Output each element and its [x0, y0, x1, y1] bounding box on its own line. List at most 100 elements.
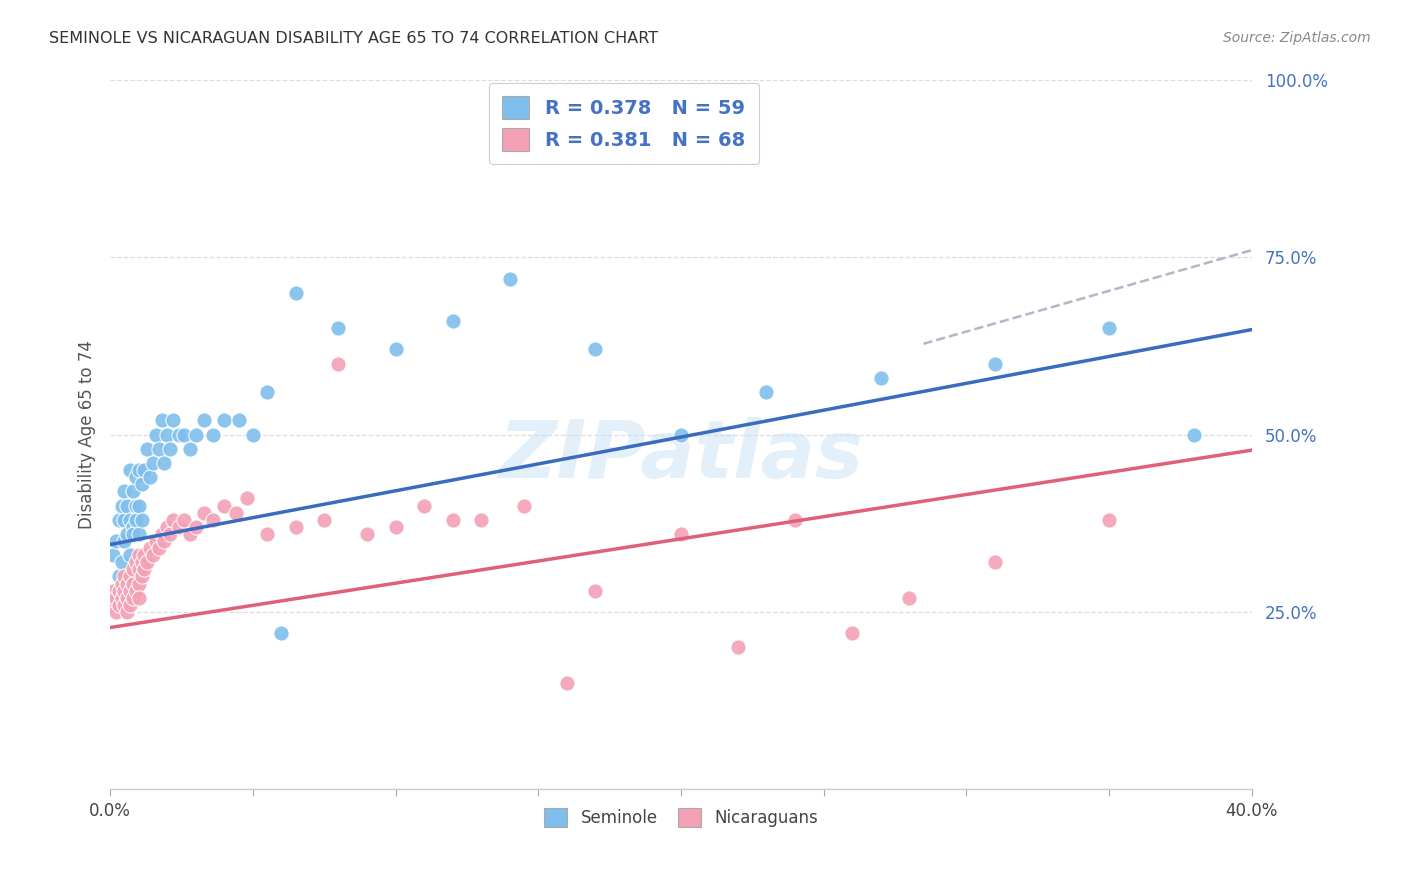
Point — [162, 413, 184, 427]
Point — [112, 598, 135, 612]
Point — [214, 499, 236, 513]
Text: ZIPatlas: ZIPatlas — [498, 417, 863, 495]
Point — [107, 583, 129, 598]
Point — [101, 598, 124, 612]
Point — [270, 626, 292, 640]
Point — [179, 442, 201, 456]
Point — [150, 527, 173, 541]
Point — [583, 583, 606, 598]
Point — [328, 321, 350, 335]
Point — [117, 499, 139, 513]
Point — [314, 513, 336, 527]
Point — [142, 548, 165, 562]
Point — [125, 555, 148, 569]
Point — [134, 562, 156, 576]
Point — [228, 413, 250, 427]
Point — [128, 576, 150, 591]
Point — [242, 427, 264, 442]
Point — [173, 427, 195, 442]
Point — [110, 591, 132, 605]
Point — [145, 427, 167, 442]
Point — [112, 484, 135, 499]
Point — [1184, 427, 1206, 442]
Point — [162, 513, 184, 527]
Point — [1098, 513, 1121, 527]
Point — [225, 506, 247, 520]
Point — [117, 605, 139, 619]
Point — [201, 513, 224, 527]
Point — [356, 527, 378, 541]
Point — [236, 491, 259, 506]
Point — [145, 533, 167, 548]
Point — [101, 583, 124, 598]
Point — [107, 598, 129, 612]
Point — [284, 520, 307, 534]
Point — [131, 555, 153, 569]
Point — [284, 285, 307, 300]
Point — [134, 463, 156, 477]
Point — [122, 520, 145, 534]
Point — [117, 576, 139, 591]
Point — [136, 442, 159, 456]
Point — [441, 513, 464, 527]
Point — [159, 527, 181, 541]
Point — [125, 583, 148, 598]
Point — [201, 427, 224, 442]
Point — [117, 527, 139, 541]
Point — [104, 605, 127, 619]
Point — [142, 456, 165, 470]
Point — [107, 569, 129, 583]
Point — [131, 513, 153, 527]
Point — [131, 569, 153, 583]
Point — [153, 456, 176, 470]
Point — [179, 527, 201, 541]
Point — [193, 413, 215, 427]
Text: Source: ZipAtlas.com: Source: ZipAtlas.com — [1223, 31, 1371, 45]
Point — [107, 513, 129, 527]
Point — [104, 533, 127, 548]
Point — [112, 533, 135, 548]
Point — [110, 555, 132, 569]
Point — [128, 527, 150, 541]
Point — [128, 591, 150, 605]
Point — [120, 598, 142, 612]
Legend: Seminole, Nicaraguans: Seminole, Nicaraguans — [537, 802, 824, 834]
Point — [120, 569, 142, 583]
Point — [148, 442, 170, 456]
Point — [555, 676, 578, 690]
Point — [128, 548, 150, 562]
Point — [173, 513, 195, 527]
Point — [869, 371, 891, 385]
Point — [120, 463, 142, 477]
Point — [983, 555, 1005, 569]
Point — [256, 385, 278, 400]
Point — [120, 583, 142, 598]
Point — [755, 385, 778, 400]
Point — [112, 569, 135, 583]
Point — [122, 527, 145, 541]
Point — [122, 576, 145, 591]
Point — [413, 499, 436, 513]
Point — [101, 548, 124, 562]
Point — [112, 513, 135, 527]
Point — [156, 520, 179, 534]
Point — [470, 513, 492, 527]
Point — [498, 271, 520, 285]
Point — [167, 427, 190, 442]
Point — [256, 527, 278, 541]
Point — [125, 513, 148, 527]
Point — [110, 576, 132, 591]
Point — [104, 591, 127, 605]
Point — [384, 343, 406, 357]
Point — [148, 541, 170, 555]
Point — [441, 314, 464, 328]
Point — [131, 477, 153, 491]
Point — [727, 640, 749, 655]
Point — [125, 470, 148, 484]
Point — [983, 357, 1005, 371]
Point — [513, 499, 536, 513]
Point — [841, 626, 863, 640]
Point — [122, 562, 145, 576]
Point — [669, 427, 692, 442]
Point — [139, 470, 162, 484]
